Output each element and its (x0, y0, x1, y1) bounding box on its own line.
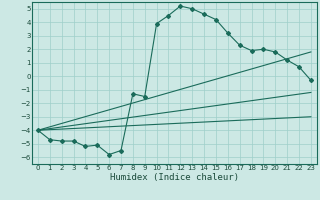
X-axis label: Humidex (Indice chaleur): Humidex (Indice chaleur) (110, 173, 239, 182)
